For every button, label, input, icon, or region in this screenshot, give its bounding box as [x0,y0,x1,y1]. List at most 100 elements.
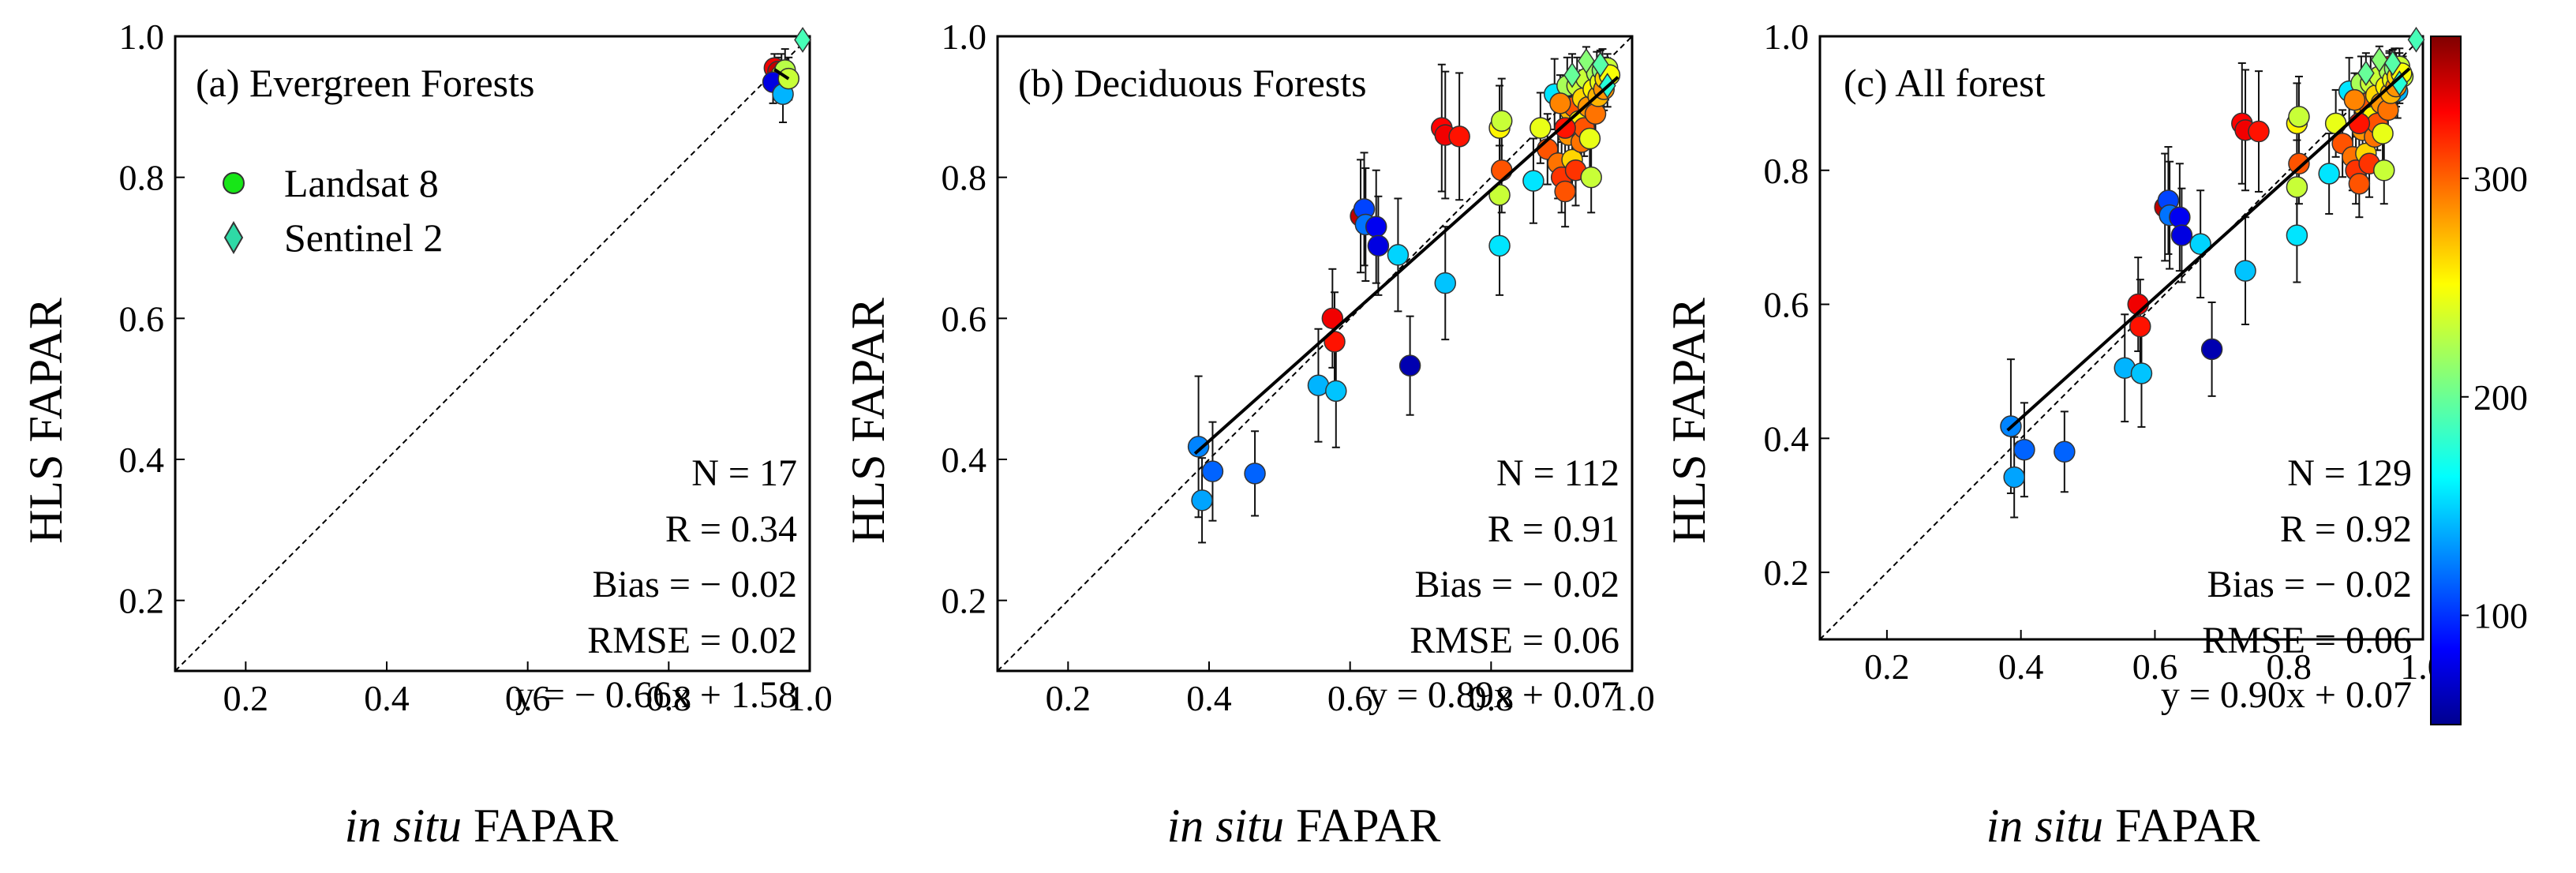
panel-a-title: (a) Evergreen Forests [196,61,534,105]
panel-b-stats: N = 112 R = 0.91 Bias = − 0.02 RMSE = 0.… [1368,452,1619,716]
panel-c-point-landsat [2200,338,2223,361]
panel-b-point-landsat [1578,127,1601,150]
panel-b-point-sentinel [1563,62,1581,88]
panel-c-point-sentinel [2407,26,2425,53]
panel-c-point-landsat [2129,315,2151,338]
panel-a-ytick-label: 1.0 [119,17,165,57]
panel-a-plot-area: 0.2 0.4 0.6 0.8 1.0 0.2 0.4 0.6 0.8 1.0 [119,17,833,718]
panel-b-point-landsat [1187,436,1210,458]
panel-b-point-landsat [1580,166,1602,189]
panel-a-stat-rmse: RMSE = 0.02 [587,620,797,661]
panel-b-ytick-label: 1.0 [942,17,987,57]
panel-b-point-landsat [1522,170,1544,192]
panel-b-point-landsat [1490,159,1513,182]
panel-c-point-landsat [2343,88,2366,111]
panel-b-point-landsat [1554,180,1576,203]
panel-c-ytick-label: 0.2 [1764,553,1810,593]
panel-b-point-landsat [1325,380,1347,403]
panel-c-point-landsat [2054,440,2076,463]
panel-b-point-landsat [1488,184,1511,206]
panel-b-point-landsat [1244,463,1266,485]
panel-c-point-landsat [2189,233,2211,255]
panel-a-regression-line [773,68,790,81]
panel-a-point-sentinel [794,27,811,53]
panel-b-point-landsat [1398,354,1421,377]
panel-c-point-sentinel [2357,60,2375,87]
panel-c-xtick-label: 0.8 [2266,646,2312,687]
panel-b-stat-equation: y = 0.89x + 0.07 [1368,674,1619,716]
panel-b-point-landsat [1490,110,1513,132]
colorbar-tick-label: 200 [2473,377,2528,418]
panel-b-point-landsat [1387,244,1410,266]
panel-b-ylabel: HLS FAPAR [842,298,894,544]
panel-c-xlabel-italic: in situ [1986,800,2103,852]
panel-b-xtick-label: 0.6 [1327,678,1373,718]
panel-b-stat-r: R = 0.91 [1488,508,1619,550]
panel-c-ytick-label: 1.0 [1764,17,1810,57]
panel-c-xlabel-rest: FAPAR [2103,800,2260,852]
panel-c-stat-bias: Bias = − 0.02 [2207,564,2412,605]
panel-a-stat-bias: Bias = − 0.02 [593,564,797,605]
panel-a-xtick-label: 1.0 [787,678,833,718]
panel-b-point-landsat [1201,460,1224,482]
panel-b-ytick-label: 0.8 [942,158,987,198]
panel-a-xtick-label: 0.8 [646,678,692,718]
panel-b-xlabel-italic: in situ [1167,800,1284,852]
panel-c-point-landsat [2324,112,2347,135]
panel-c-point-sentinel [2391,70,2409,96]
colorbar-ticks: 100 200 300 [2461,159,2528,636]
panel-c-point-landsat [2288,106,2310,128]
panel-c-point-landsat [2170,224,2193,246]
legend-landsat-marker [223,172,245,194]
panel-b-xtick-label: 0.8 [1469,678,1515,718]
legend-sentinel-label: Sentinel 2 [284,215,443,260]
panel-b-ytick-label: 0.4 [942,440,987,480]
panel-b-point-landsat [1530,117,1552,139]
panel-c-xtick-label: 0.4 [1998,646,2044,687]
panel-b-point-landsat [1448,126,1470,148]
panel-b-point-landsat [1488,234,1511,257]
panel-c-xtick-label: 0.2 [1864,646,1910,687]
colorbar-gradient [2430,36,2462,725]
panel-a-xlabel: in situ FAPAR [345,800,619,852]
colorbar-tick-label: 300 [2473,159,2528,199]
panel-c-stat-equation: y = 0.90x + 0.07 [2161,674,2412,716]
panel-c-ytick-label: 0.6 [1764,285,1810,325]
panel-b-ytick-label: 0.2 [942,581,987,621]
panel-c-point-landsat [2013,439,2035,461]
panel-c-point-landsat [2372,122,2394,144]
panel-b-one-to-one-line [997,36,1633,672]
panel-b-stat-rmse: RMSE = 0.06 [1410,620,1619,661]
panel-b-xtick-label: 0.2 [1046,678,1091,718]
panel-c-regression-line [2006,67,2411,432]
panel-c-stat-r: R = 0.92 [2280,508,2412,550]
panel-c-point-landsat [2130,362,2153,384]
panel-c: 0.2 0.4 0.6 0.8 1.00.20.40.60.81.0 (c) All f… [1663,17,2446,852]
panel-a-stat-equation: y = − 0.66x + 1.58 [515,674,797,716]
panel-c-one-to-one-line [1819,36,2424,640]
panel-b-stat-bias: Bias = − 0.02 [1415,564,1619,605]
panel-c-point-landsat [2318,163,2340,185]
panel-c-point-landsat [2286,176,2308,198]
panel-a-xtick-label: 0.2 [223,678,269,718]
panel-c-xtick-label: 0.6 [2132,646,2178,687]
panel-b-point-sentinel [1578,47,1595,74]
panel-b-xlabel: in situ FAPAR [1167,800,1441,852]
panel-c-ytick-label: 0.8 [1764,151,1810,191]
panel-a-xlabel-rest: FAPAR [462,800,618,852]
panel-a-xtick-label: 0.4 [364,678,410,718]
panel-b-point-landsat [1365,215,1387,238]
panel-a-ytick-label: 0.8 [119,158,165,198]
panel-a: 0.2 0.4 0.6 0.8 1.0 0.2 0.4 0.6 0.8 1.0 (a) Everg… [20,17,833,852]
panel-b-title: (b) Deciduous Forests [1018,61,1367,105]
panel-b-point-sentinel [1591,51,1609,78]
panel-c-point-landsat [2288,152,2310,175]
panel-b-ytick-label: 0.6 [942,298,987,339]
panel-a-one-to-one-line [174,36,811,672]
colorbar-tick-label: 100 [2473,596,2528,636]
panel-c-plot-area: 0.2 0.4 0.6 0.8 1.00.20.40.60.81.0 [1764,17,2446,687]
panel-c-stats: N = 129 R = 0.92 Bias = − 0.02 RMSE = 0.… [2161,452,2412,716]
panel-b-xtick-label: 1.0 [1609,678,1655,718]
panel-c-point-landsat [2248,120,2270,143]
